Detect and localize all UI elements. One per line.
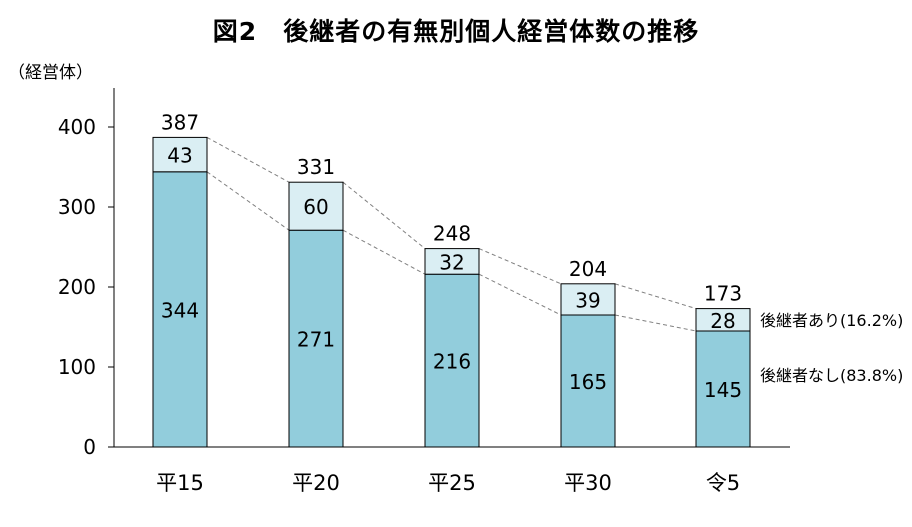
x-tick-label: 平25 — [428, 471, 476, 495]
bar-without-successor — [695, 330, 751, 448]
connector-line-split — [206, 171, 290, 231]
value-label-with-successor: 28 — [710, 309, 735, 333]
bar-with-successor — [152, 136, 208, 173]
value-label-without-successor: 344 — [161, 298, 199, 322]
bar-without-successor — [288, 229, 344, 448]
bar-without-successor — [424, 273, 480, 448]
bar-with-successor — [424, 248, 480, 275]
total-label: 204 — [569, 257, 607, 281]
connector-line-total — [478, 248, 562, 285]
series-label-without-successor: 後継者なし(83.8%) — [760, 366, 903, 385]
total-label: 331 — [297, 155, 335, 179]
value-label-with-successor: 43 — [167, 144, 192, 168]
value-label-with-successor: 39 — [575, 288, 600, 312]
y-tick-label: 0 — [83, 435, 96, 459]
x-tick-label: 平30 — [564, 471, 612, 495]
value-label-with-successor: 60 — [303, 195, 328, 219]
value-label-without-successor: 216 — [433, 350, 471, 374]
total-label: 173 — [704, 282, 742, 306]
bar-with-successor — [695, 308, 751, 332]
x-tick-label: 平20 — [292, 471, 340, 495]
x-tick-label: 平15 — [156, 471, 204, 495]
connector-line-split — [478, 273, 562, 316]
connector-line-total — [614, 283, 697, 310]
total-label: 387 — [161, 110, 199, 134]
bar-without-successor — [560, 314, 616, 448]
y-tick-label: 400 — [58, 115, 96, 139]
bar-with-successor — [560, 283, 616, 316]
bar-with-successor — [288, 181, 344, 231]
connector-line-total — [342, 181, 426, 249]
total-label: 248 — [433, 222, 471, 246]
y-axis-unit-label: （経営体） — [8, 63, 93, 83]
value-label-with-successor: 32 — [439, 250, 464, 274]
bar-without-successor — [152, 171, 208, 448]
connector-line-split — [342, 229, 426, 275]
y-tick-label: 200 — [58, 275, 96, 299]
value-label-without-successor: 145 — [704, 378, 742, 402]
series-label-with-successor: 後継者あり(16.2%) — [760, 311, 903, 330]
connector-line-total — [206, 136, 290, 183]
chart-title: 図2 後継者の有無別個人経営体数の推移 — [212, 17, 700, 46]
y-tick-label: 300 — [58, 195, 96, 219]
x-tick-label: 令5 — [706, 471, 740, 495]
value-label-without-successor: 271 — [297, 328, 335, 352]
connector-line-split — [614, 314, 697, 332]
value-label-without-successor: 165 — [569, 370, 607, 394]
y-tick-label: 100 — [58, 355, 96, 379]
